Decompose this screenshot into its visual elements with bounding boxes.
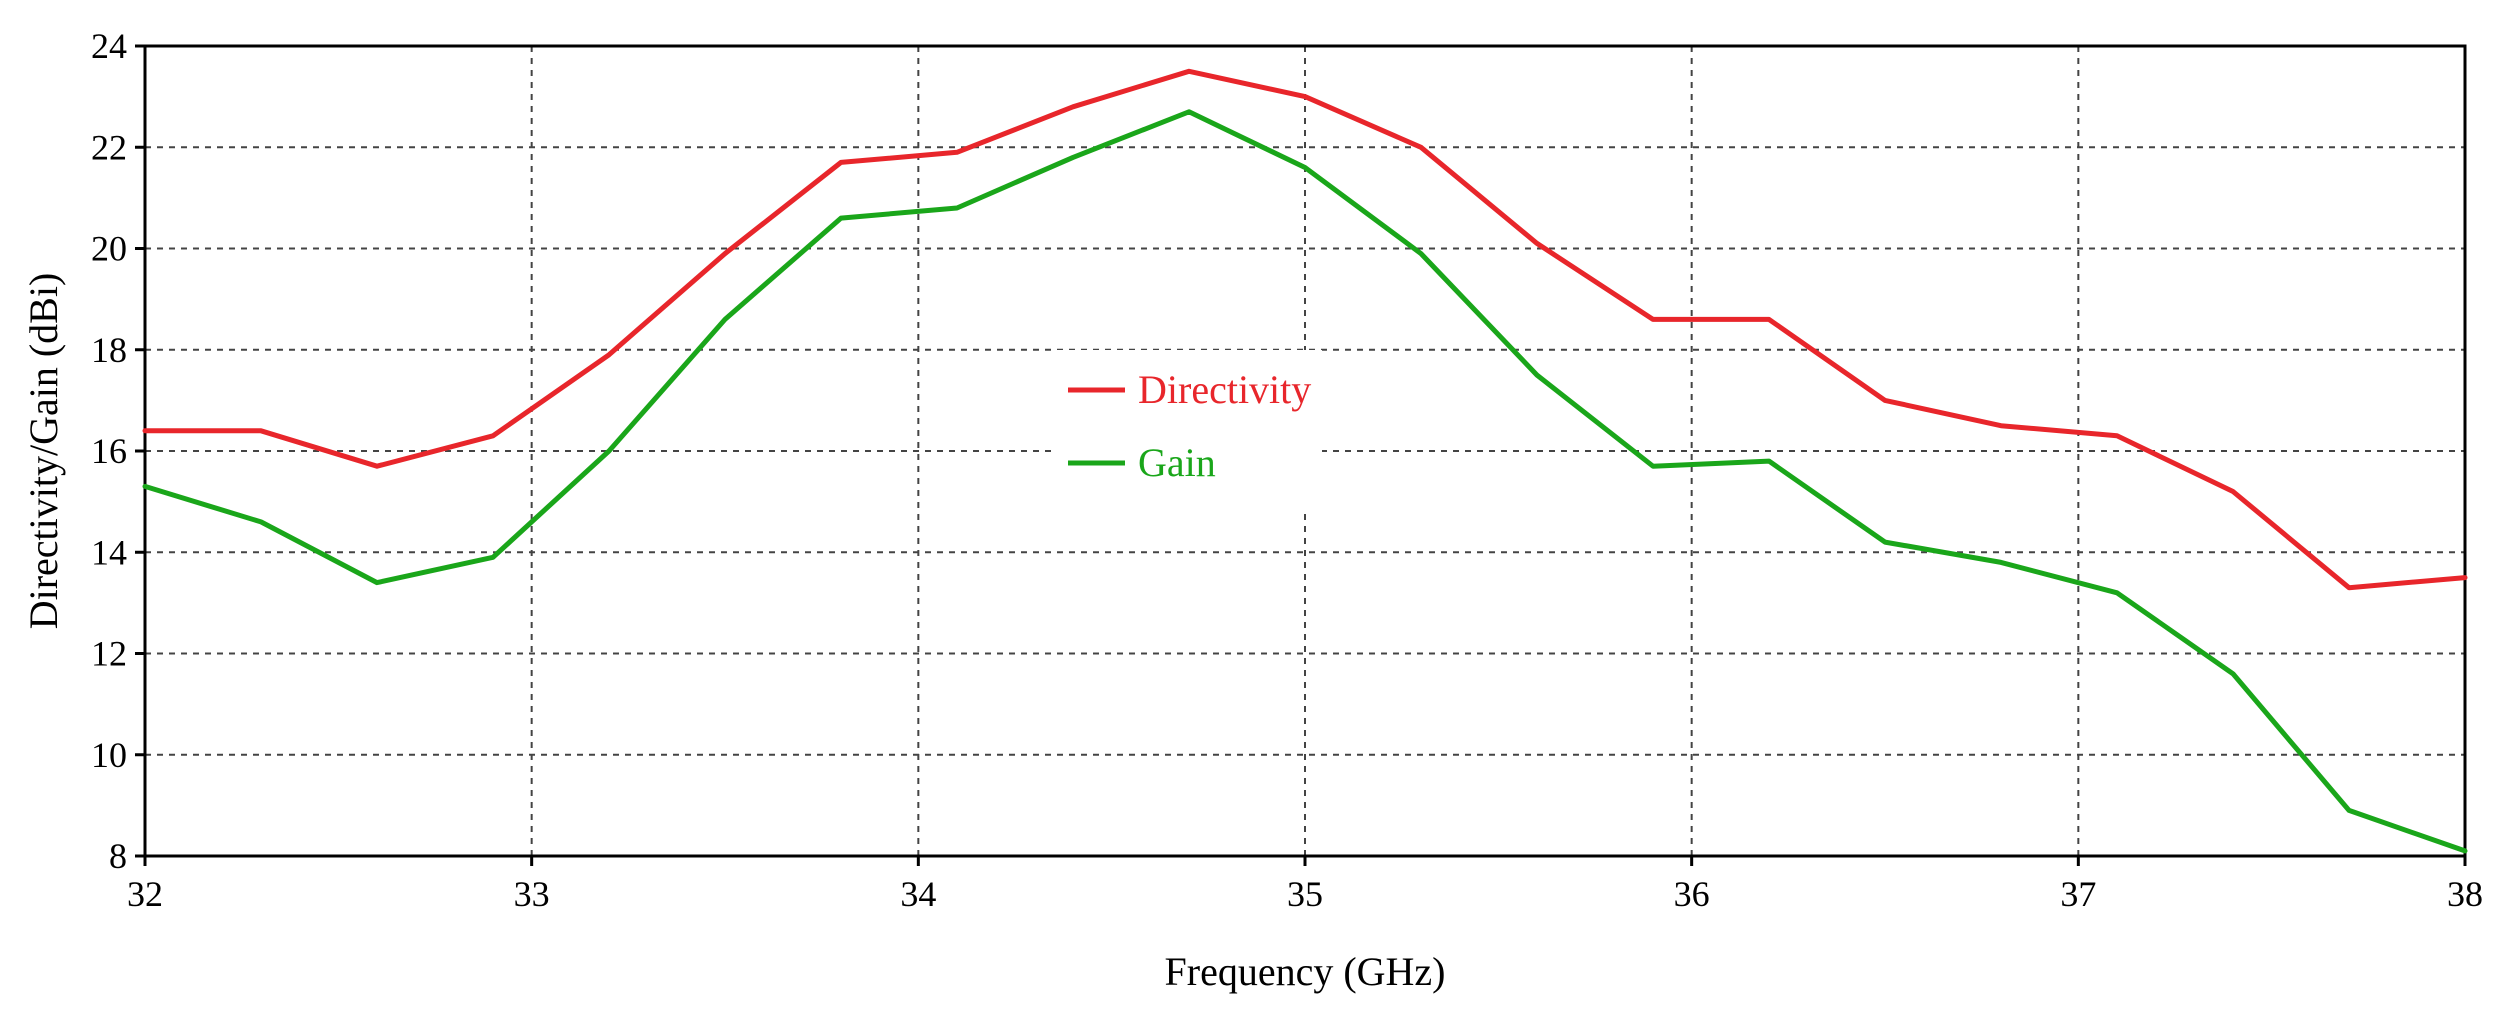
grid (145, 46, 2465, 856)
legend: Directivity Gain (1052, 350, 1322, 510)
legend-label-gain: Gain (1138, 440, 1216, 485)
x-tick-label: 36 (1674, 874, 1710, 914)
series-layer (142, 68, 2468, 854)
y-tick-label: 14 (91, 532, 127, 572)
x-tick-label: 37 (2060, 874, 2096, 914)
y-axis-title: Directivity/Gain (dBi) (21, 273, 66, 630)
x-tick-label: 33 (514, 874, 550, 914)
y-tick-label: 8 (109, 836, 127, 876)
legend-label-directivity: Directivity (1138, 367, 1311, 412)
y-tick-label: 24 (91, 26, 127, 66)
y-tick-label: 22 (91, 127, 127, 167)
tick-labels: 32 33 34 35 36 37 38 8 10 12 14 16 18 20 22 24 (91, 26, 2483, 914)
x-tick-label: 34 (900, 874, 936, 914)
x-tick-label: 35 (1287, 874, 1323, 914)
legend-background (1052, 350, 1322, 510)
y-tick-label: 20 (91, 229, 127, 269)
x-axis-title: Frequency (GHz) (1165, 949, 1446, 994)
y-tick-label: 10 (91, 735, 127, 775)
x-tick-label: 32 (127, 874, 163, 914)
x-tick-label: 38 (2447, 874, 2483, 914)
y-tick-label: 18 (91, 330, 127, 370)
y-tick-label: 16 (91, 431, 127, 471)
y-tick-label: 12 (91, 634, 127, 674)
series-line-directivity (142, 68, 2468, 591)
